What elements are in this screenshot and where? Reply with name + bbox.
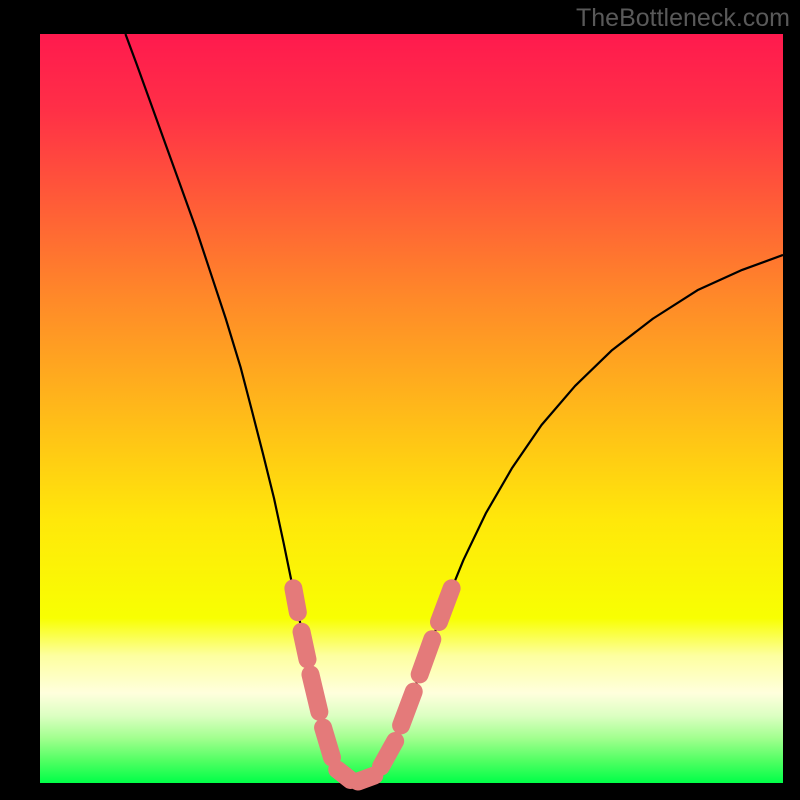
bead-segment: [401, 692, 414, 726]
bead-segment: [439, 588, 452, 622]
bead-segment: [323, 728, 332, 758]
chart-stage: TheBottleneck.com: [0, 0, 800, 800]
chart-overlay-svg: [0, 0, 800, 800]
bead-segment: [381, 741, 395, 766]
bead-segment: [293, 588, 297, 612]
bead-segment: [358, 776, 374, 782]
bead-segment: [310, 674, 319, 711]
watermark-text: TheBottleneck.com: [576, 4, 790, 33]
bead-overlay-group: [293, 588, 451, 781]
bead-segment: [302, 632, 308, 660]
bead-segment: [337, 770, 350, 780]
bottleneck-curve: [125, 34, 783, 782]
bead-segment: [420, 639, 433, 674]
